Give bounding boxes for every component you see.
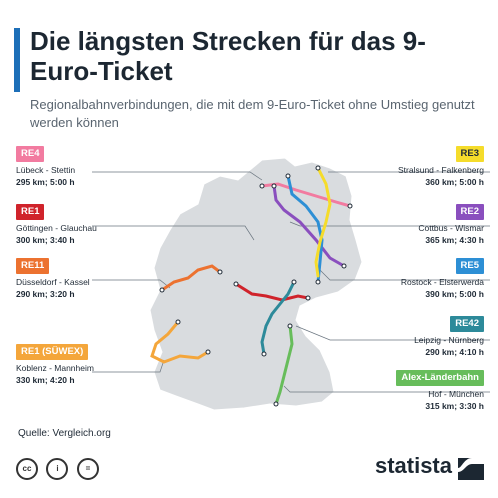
label-re4: Lübeck - Stettin 295 km; 5:00 h <box>16 164 75 188</box>
source-note: Quelle: Vergleich.org <box>18 428 111 439</box>
route-name: Stralsund - Falkenberg <box>398 165 484 175</box>
route-re5-line <box>286 174 324 284</box>
label-re11: Düsseldorf - Kassel 290 km; 3:20 h <box>16 276 90 300</box>
route-name: Leipzig - Nürnberg <box>414 335 484 345</box>
page-subtitle: Regionalbahnverbindungen, die mit dem 9-… <box>30 97 475 130</box>
route-name: Hof - München <box>428 389 484 399</box>
route-name: Rostock - Elsterwerda <box>400 277 484 287</box>
badge-re3: RE3 <box>455 146 484 162</box>
route-name: Lübeck - Stettin <box>16 165 76 175</box>
route-distance: 365 km; 4:30 h <box>425 235 484 245</box>
title-accent-bar <box>14 28 20 92</box>
route-re42-line <box>260 280 296 356</box>
route-distance: 360 km; 5:00 h <box>425 177 484 187</box>
route-distance: 290 km; 3:20 h <box>16 289 75 299</box>
label-re1: Göttingen - Glauchau 300 km; 3:40 h <box>16 222 97 246</box>
badge-alex: Alex-Länderbahn <box>396 370 484 386</box>
badge-re1-suewex: RE1 (SÜWEX) <box>16 344 89 360</box>
label-re5: Rostock - Elsterwerda 390 km; 5:00 h <box>401 276 484 300</box>
label-alex: Hof - München 315 km; 3:30 h <box>425 388 484 412</box>
route-suewex-line <box>150 320 210 364</box>
route-name: Koblenz - Mannheim <box>16 363 94 373</box>
route-name: Düsseldorf - Kassel <box>16 277 90 287</box>
badge-re42: RE42 <box>450 316 484 332</box>
route-re3-line <box>314 166 332 278</box>
badge-re5: RE5 <box>455 258 484 274</box>
no-derivatives-icon[interactable]: = <box>76 458 99 480</box>
badge-re11: RE11 <box>16 258 50 274</box>
route-distance: 295 km; 5:00 h <box>16 177 75 187</box>
page-title: Die längsten Strecken für das 9-Euro-Tic… <box>30 26 426 86</box>
route-distance: 315 km; 3:30 h <box>425 401 484 411</box>
attribution-icon[interactable]: i <box>46 458 69 480</box>
route-name: Göttingen - Glauchau <box>16 223 97 233</box>
statista-logo[interactable]: statista <box>374 453 452 478</box>
label-re3: Stralsund - Falkenberg 360 km; 5:00 h <box>398 164 484 188</box>
route-distance: 290 km; 4:10 h <box>425 347 484 357</box>
route-distance: 390 km; 5:00 h <box>425 289 484 299</box>
badge-re2: RE2 <box>455 204 484 220</box>
route-distance: 330 km; 4:20 h <box>16 375 75 385</box>
cc-icon[interactable]: cc <box>16 458 38 480</box>
label-re2: Cottbus - Wismar 365 km; 4:30 h <box>418 222 484 246</box>
badge-re4: RE4 <box>16 146 45 162</box>
route-re11-line <box>160 264 222 292</box>
route-name: Cottbus - Wismar <box>418 223 484 233</box>
licence-icons: cc i = <box>16 458 103 480</box>
statista-mark-icon <box>458 458 484 480</box>
label-re1-suewex: Koblenz - Mannheim 330 km; 4:20 h <box>16 362 94 386</box>
germany-outline <box>149 157 363 411</box>
badge-re1: RE1 <box>16 204 45 220</box>
label-re42: Leipzig - Nürnberg 290 km; 4:10 h <box>414 334 484 358</box>
route-alex-line <box>274 324 294 406</box>
route-distance: 300 km; 3:40 h <box>16 235 75 245</box>
route-re2-line <box>272 184 346 268</box>
route-re1-line <box>234 282 310 302</box>
